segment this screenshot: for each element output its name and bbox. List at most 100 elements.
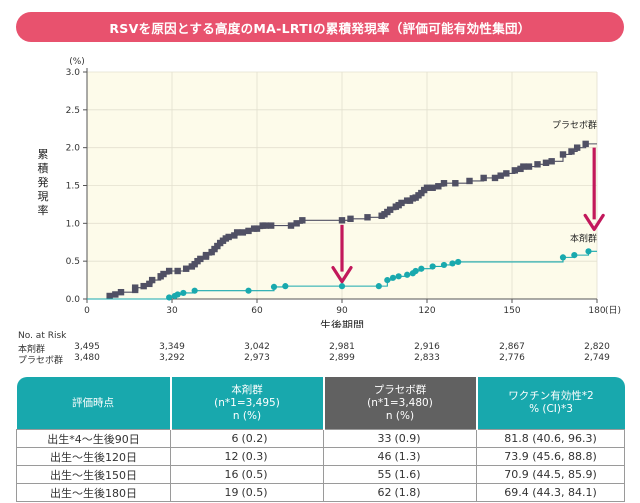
- y-tick-label: 2.0: [66, 144, 81, 154]
- row-label: 出生〜生後150日: [16, 465, 171, 484]
- placebo-censor-marker: [299, 217, 306, 224]
- placebo-censor-marker: [239, 229, 247, 236]
- drug-censor-marker: [440, 261, 448, 269]
- y-axis-label-char: 累: [38, 148, 49, 161]
- drug-censor-marker: [375, 283, 382, 290]
- at-risk-count: 2,776: [499, 353, 525, 363]
- x-tick-label: 30: [166, 306, 178, 316]
- placebo-cell: 33 (0.9): [323, 429, 477, 448]
- placebo-censor-marker: [491, 174, 499, 182]
- x-tick-label: 180: [588, 306, 605, 316]
- efficacy-cell: 81.8 (40.6, 96.3): [476, 429, 625, 448]
- y-tick-label: 0.0: [66, 295, 81, 305]
- at-risk-count: 2,833: [414, 353, 440, 363]
- x-tick-label: 120: [418, 306, 435, 316]
- y-tick-label: 0.5: [66, 257, 80, 267]
- drug-censor-marker: [166, 294, 173, 301]
- difference-arrow-90d-head: [331, 265, 353, 284]
- drug-censor-marker: [585, 248, 592, 255]
- placebo-curve-label: プラセボ群: [552, 119, 597, 131]
- placebo-censor-marker: [364, 214, 371, 221]
- placebo-censor-marker: [182, 265, 190, 272]
- y-axis-label-char: 現: [38, 190, 49, 203]
- placebo-censor-marker: [245, 227, 252, 235]
- table-row: 出生〜生後180日 19 (0.5) 62 (1.8) 69.4 (44.3, 84…: [16, 483, 625, 502]
- x-tick-label: 150: [503, 306, 520, 316]
- header-drug: 本剤群 (n*1=3,495) n (%): [170, 377, 325, 430]
- drug-censor-marker: [571, 252, 578, 259]
- table-row: 出生〜生後150日 16 (0.5) 55 (1.6) 70.9 (44.5, 85…: [16, 465, 625, 484]
- drug-censor-marker: [245, 287, 252, 294]
- placebo-censor-marker: [435, 183, 442, 190]
- placebo-censor-marker: [253, 225, 261, 232]
- drug-censor-marker: [404, 271, 411, 278]
- km-chart: 0.0 0.5 1.0 1.5 2.0 2.5 3.0 0 30 60 90 120 150 180 (%)…: [38, 57, 622, 328]
- placebo-cell: 55 (1.6): [323, 465, 477, 484]
- row-label: 出生*4〜生後90日: [16, 429, 171, 448]
- y-axis-label-char: 率: [38, 203, 49, 217]
- at-risk-count: 3,042: [244, 342, 270, 352]
- placebo-censor-marker: [112, 291, 119, 298]
- placebo-censor-marker: [202, 251, 210, 259]
- placebo-censor-marker: [525, 163, 533, 170]
- x-unit-label: (日): [605, 305, 621, 316]
- at-risk-count: 2,981: [329, 342, 355, 352]
- placebo-censor-marker: [503, 170, 510, 177]
- drug-censor-marker: [449, 260, 456, 267]
- placebo-censor-marker: [106, 292, 113, 300]
- drug-censor-marker: [180, 289, 187, 297]
- placebo-censor-marker: [520, 163, 527, 170]
- drug-censor-marker: [174, 291, 181, 298]
- drug-cell: 19 (0.5): [170, 483, 324, 502]
- placebo-censor-marker: [117, 288, 125, 296]
- header-timepoint: 評価時点: [16, 377, 172, 430]
- placebo-censor-marker: [559, 151, 567, 158]
- placebo-censor-marker: [148, 276, 156, 284]
- placebo-censor-marker: [165, 267, 173, 275]
- at-risk-header: No. at Risk: [18, 331, 67, 341]
- placebo-cell: 46 (1.3): [323, 447, 477, 466]
- at-risk-count: 3,480: [74, 353, 100, 363]
- drug-censor-marker: [270, 283, 278, 290]
- drug-censor-marker: [395, 273, 402, 280]
- drug-censor-marker: [282, 283, 289, 290]
- drug-censor-marker: [418, 265, 425, 272]
- placebo-censor-marker: [293, 220, 300, 227]
- drug-censor-marker: [559, 254, 567, 261]
- drug-censor-marker: [412, 267, 419, 275]
- placebo-censor-marker: [287, 222, 295, 229]
- efficacy-cell: 70.9 (44.5, 85.9): [476, 465, 625, 484]
- placebo-censor-marker: [174, 267, 181, 275]
- placebo-censor-marker: [542, 159, 550, 166]
- at-risk-table: No. at Risk 本剤群 3,495 3,349 3,042 2,981 2,916…: [18, 331, 628, 366]
- placebo-censor-marker: [452, 180, 459, 187]
- at-risk-label-placebo: プラセボ群: [18, 356, 64, 366]
- placebo-censor-marker: [262, 222, 269, 229]
- drug-cell: 12 (0.3): [170, 447, 324, 466]
- placebo-censor-marker: [466, 177, 473, 185]
- placebo-censor-marker: [140, 282, 147, 290]
- drug-censor-marker: [429, 263, 436, 270]
- y-tick-label: 2.5: [66, 106, 80, 116]
- table-row: 出生*4〜生後90日 6 (0.2) 33 (0.9) 81.8 (40.6, 96…: [16, 429, 625, 448]
- placebo-censor-marker: [131, 284, 139, 291]
- placebo-censor-marker: [398, 199, 405, 207]
- x-tick-label: 90: [336, 306, 348, 316]
- efficacy-cell: 69.4 (44.3, 84.1): [476, 483, 625, 502]
- chart-title-banner: RSVを原因とする高度のMA-LRTIの累積発現率（評価可能有効性集団）: [16, 12, 624, 42]
- placebo-censor-marker: [267, 222, 275, 229]
- drug-cell: 6 (0.2): [170, 429, 324, 448]
- y-unit-label: (%): [69, 57, 85, 67]
- placebo-censor-marker: [233, 229, 241, 236]
- drug-censor-marker: [191, 287, 198, 294]
- at-risk-count: 3,495: [74, 342, 100, 352]
- at-risk-count: 3,292: [159, 353, 185, 363]
- at-risk-count: 2,899: [329, 353, 355, 363]
- placebo-censor-marker: [347, 215, 354, 222]
- placebo-censor-marker: [160, 270, 167, 278]
- y-tick-label: 3.0: [66, 68, 81, 78]
- placebo-censor-marker: [146, 280, 153, 288]
- drug-censor-marker: [384, 276, 391, 284]
- placebo-censor-marker: [573, 144, 581, 151]
- placebo-censor-marker: [511, 167, 519, 174]
